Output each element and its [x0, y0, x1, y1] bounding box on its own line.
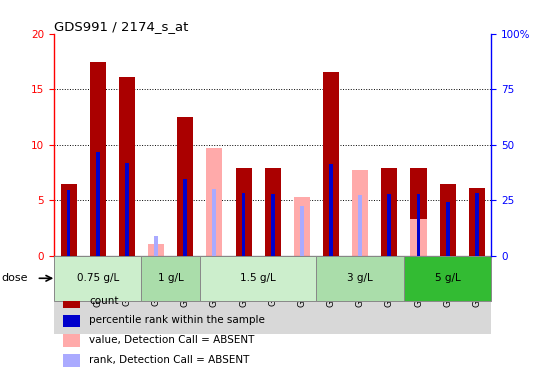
Bar — [375, 256, 404, 334]
Bar — [148, 244, 164, 256]
Bar — [66, 190, 71, 256]
Bar — [294, 197, 310, 256]
Bar — [433, 256, 462, 334]
Bar — [404, 256, 433, 334]
Bar — [258, 256, 287, 334]
Bar — [83, 256, 112, 334]
Bar — [183, 179, 187, 256]
Bar — [323, 72, 339, 256]
Bar — [63, 354, 80, 367]
Bar — [206, 148, 222, 256]
Text: dose: dose — [1, 273, 28, 283]
Bar — [96, 152, 100, 256]
Bar — [63, 334, 80, 347]
Bar — [125, 163, 129, 256]
Bar — [271, 194, 275, 256]
Text: 5 g/L: 5 g/L — [435, 273, 461, 283]
Bar — [416, 194, 421, 256]
Bar — [60, 184, 77, 256]
Bar — [112, 256, 141, 334]
Bar — [358, 195, 362, 256]
Bar — [475, 193, 479, 256]
Bar — [258, 256, 287, 258]
Bar — [375, 256, 404, 258]
Bar — [381, 168, 397, 256]
Text: 1 g/L: 1 g/L — [158, 273, 184, 283]
Bar — [141, 256, 200, 300]
Bar — [241, 193, 246, 256]
Bar — [404, 256, 491, 300]
Bar — [404, 256, 433, 258]
Bar — [287, 256, 316, 258]
Bar — [200, 256, 229, 258]
Bar — [440, 184, 456, 256]
Text: 0.75 g/L: 0.75 g/L — [77, 273, 119, 283]
Bar — [63, 295, 80, 307]
Bar — [235, 168, 252, 256]
Bar — [63, 315, 80, 327]
Bar — [229, 256, 258, 334]
Bar — [462, 256, 491, 334]
Text: count: count — [89, 296, 118, 306]
Text: percentile rank within the sample: percentile rank within the sample — [89, 315, 265, 326]
Bar — [83, 256, 112, 258]
Bar — [177, 117, 193, 256]
Bar — [119, 77, 135, 256]
Text: GDS991 / 2174_s_at: GDS991 / 2174_s_at — [54, 20, 188, 33]
Text: rank, Detection Call = ABSENT: rank, Detection Call = ABSENT — [89, 355, 249, 365]
Bar — [316, 256, 404, 300]
Bar — [141, 256, 171, 258]
Bar — [171, 256, 200, 334]
Bar — [171, 256, 200, 258]
Text: 1.5 g/L: 1.5 g/L — [240, 273, 276, 283]
Bar — [329, 164, 333, 256]
Bar — [112, 256, 141, 258]
Bar — [229, 256, 258, 258]
Bar — [200, 256, 229, 334]
Bar — [300, 206, 304, 256]
Bar — [346, 256, 375, 258]
Text: value, Detection Call = ABSENT: value, Detection Call = ABSENT — [89, 335, 254, 345]
Bar — [346, 256, 375, 334]
Bar — [54, 256, 141, 300]
Bar — [54, 256, 83, 258]
Bar — [410, 219, 427, 256]
Bar — [446, 202, 450, 256]
Bar — [316, 256, 346, 258]
Bar — [141, 256, 171, 334]
Bar — [469, 188, 485, 256]
Bar — [200, 256, 316, 300]
Bar — [462, 256, 491, 258]
Bar — [265, 168, 281, 256]
Bar — [410, 168, 427, 256]
Bar — [287, 256, 316, 334]
Bar — [352, 171, 368, 256]
Bar — [316, 256, 346, 334]
Bar — [433, 256, 462, 258]
Bar — [154, 236, 158, 256]
Bar — [54, 256, 83, 334]
Bar — [212, 189, 217, 256]
Text: 3 g/L: 3 g/L — [347, 273, 373, 283]
Bar — [90, 62, 106, 256]
Bar — [387, 194, 392, 256]
